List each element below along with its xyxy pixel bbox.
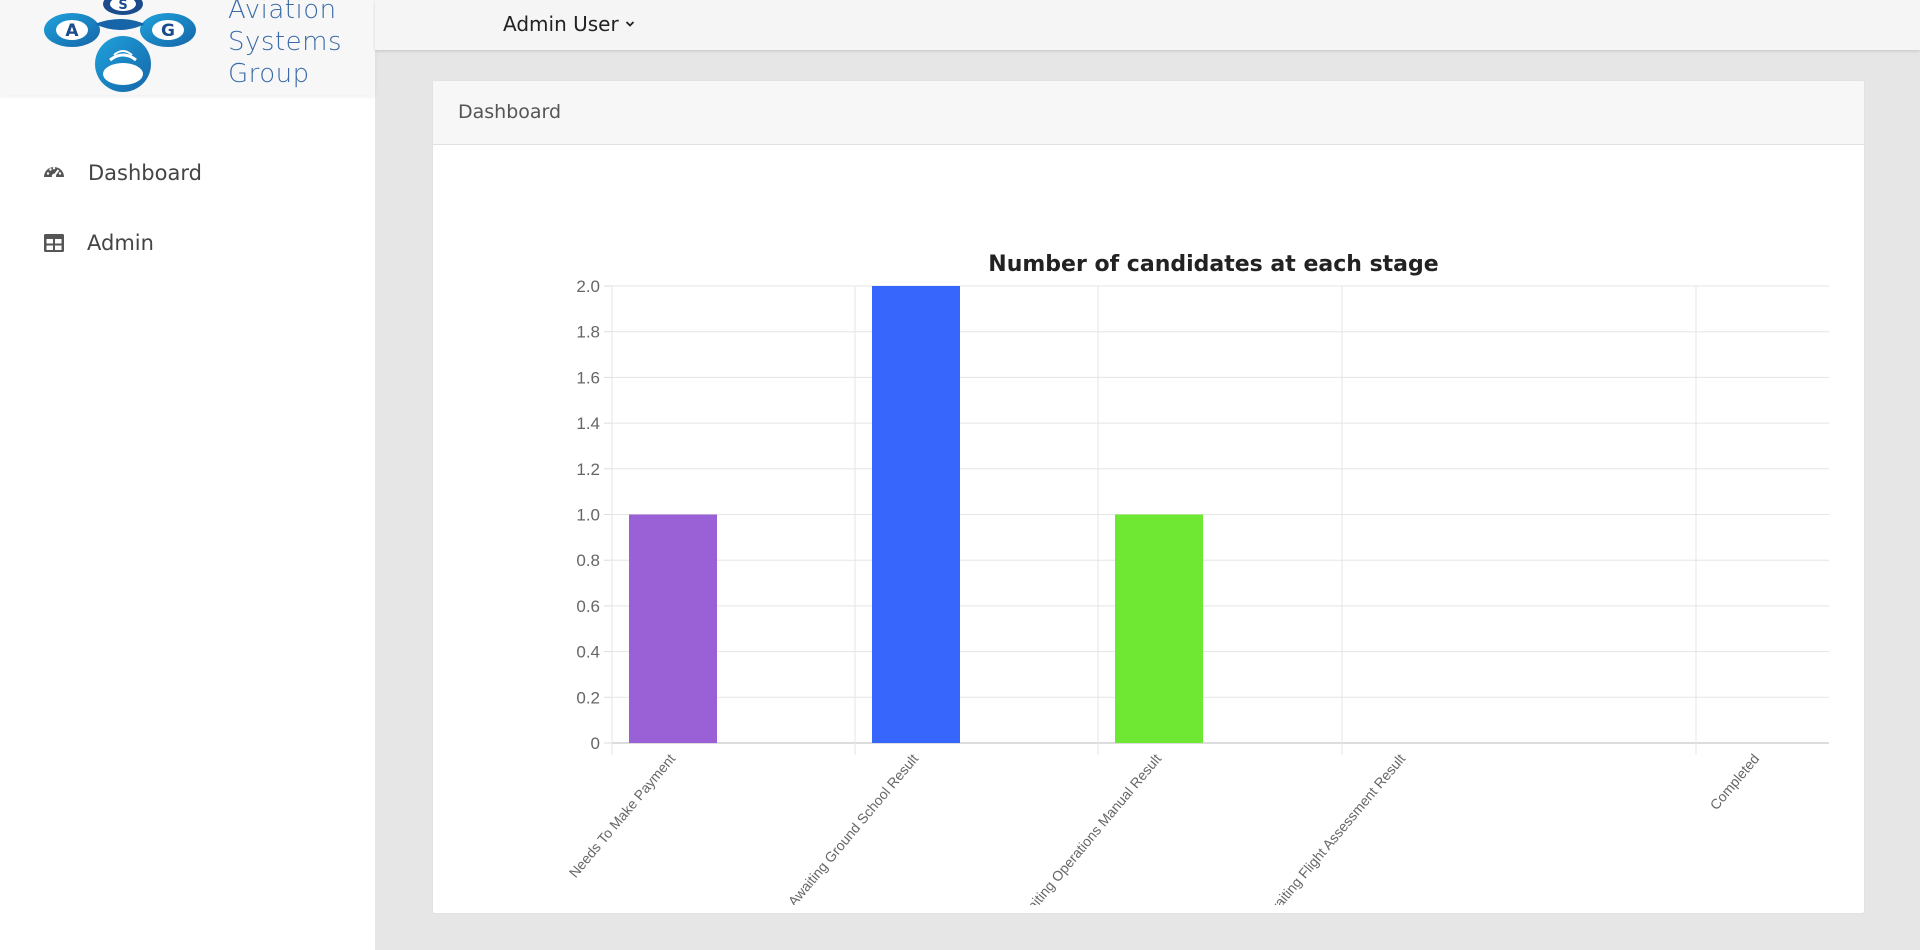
dashboard-card: Dashboard Number of candidates at each s… [432,80,1865,914]
brand-name-line-1: Aviation [228,0,337,25]
brand-name-line-2: Systems [228,27,342,57]
bar [1115,514,1203,743]
card-header: Dashboard [433,81,1864,145]
brand-name-line-3: Group [228,59,310,89]
chevron-down-icon [625,21,634,27]
brand-name: Aviation Systems Group [228,0,342,90]
table-icon [42,231,66,255]
y-tick-label: 0.2 [576,688,600,707]
x-tick-label: Awaiting Flight Assessment Result [1259,751,1409,905]
user-menu-label: Admin User [503,12,619,36]
y-tick-label: 0.4 [576,643,600,662]
x-tick-label: Needs To Make Payment [566,751,679,881]
x-tick-label: Awaiting Operations Manual Result [1012,751,1165,905]
user-menu-dropdown[interactable]: Admin User [503,12,635,36]
y-tick-label: 0.8 [576,551,600,570]
sidebar: A S G Aviation Systems Group [0,0,375,950]
card-title: Dashboard [458,101,562,123]
y-tick-label: 1.4 [576,414,600,433]
asg-logo: A S G [44,0,196,92]
bar [872,286,960,743]
y-tick-label: 0 [591,734,600,753]
y-tick-label: 1.0 [576,506,600,525]
sidebar-item-admin[interactable]: Admin [0,218,375,268]
chart-title: Number of candidates at each stage [988,252,1438,277]
logo-area: A S G Aviation Systems Group [0,0,375,95]
x-tick-label: Completed [1707,751,1763,813]
y-tick-label: 2.0 [576,277,600,296]
candidates-bar-chart: Number of candidates at each stage 0 0.2 0.… [566,252,1829,905]
logo-letter-a: A [65,21,79,41]
y-tick-label: 1.8 [576,323,600,342]
bar [629,514,717,743]
gauge-icon [42,161,66,185]
y-tick-label: 0.6 [576,597,600,616]
topbar: Admin User [375,0,1920,50]
sidebar-item-label: Admin [87,231,154,255]
y-tick-label: 1.6 [576,368,600,387]
x-tick-label: Awaiting Ground School Result [785,751,922,905]
sidebar-item-label: Dashboard [88,161,202,185]
y-tick-label: 1.2 [576,460,600,479]
sidebar-item-dashboard[interactable]: Dashboard [0,148,375,198]
logo-letter-s: S [118,0,127,13]
logo-letter-g: G [161,21,175,41]
